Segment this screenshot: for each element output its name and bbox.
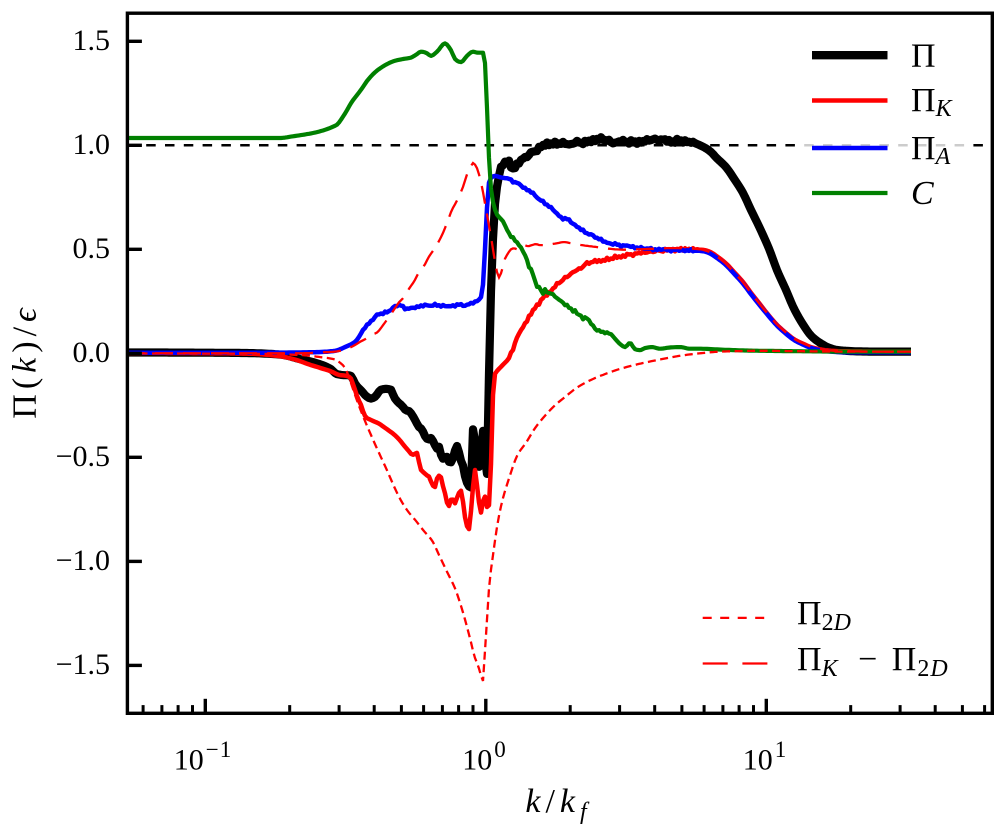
svg-text:0.0: 0.0 <box>73 336 111 369</box>
svg-text:Π(k)/ϵ: Π(k)/ϵ <box>7 303 44 418</box>
svg-text:−1: −1 <box>206 737 232 762</box>
svg-text:C: C <box>911 175 934 212</box>
svg-text:1: 1 <box>775 737 788 762</box>
svg-text:10: 10 <box>743 744 773 777</box>
svg-text:−0.5: −0.5 <box>56 440 110 473</box>
svg-text:10: 10 <box>174 744 204 777</box>
svg-text:0: 0 <box>494 737 507 762</box>
svg-text:Π: Π <box>911 38 936 75</box>
svg-text:−1.0: −1.0 <box>56 544 110 577</box>
svg-text:10: 10 <box>462 744 492 777</box>
svg-text:1.0: 1.0 <box>73 128 111 161</box>
svg-text:k/kf: k/kf <box>525 783 590 825</box>
svg-text:1.5: 1.5 <box>73 24 111 57</box>
svg-text:0.5: 0.5 <box>73 232 111 265</box>
svg-text:−1.5: −1.5 <box>56 648 110 681</box>
